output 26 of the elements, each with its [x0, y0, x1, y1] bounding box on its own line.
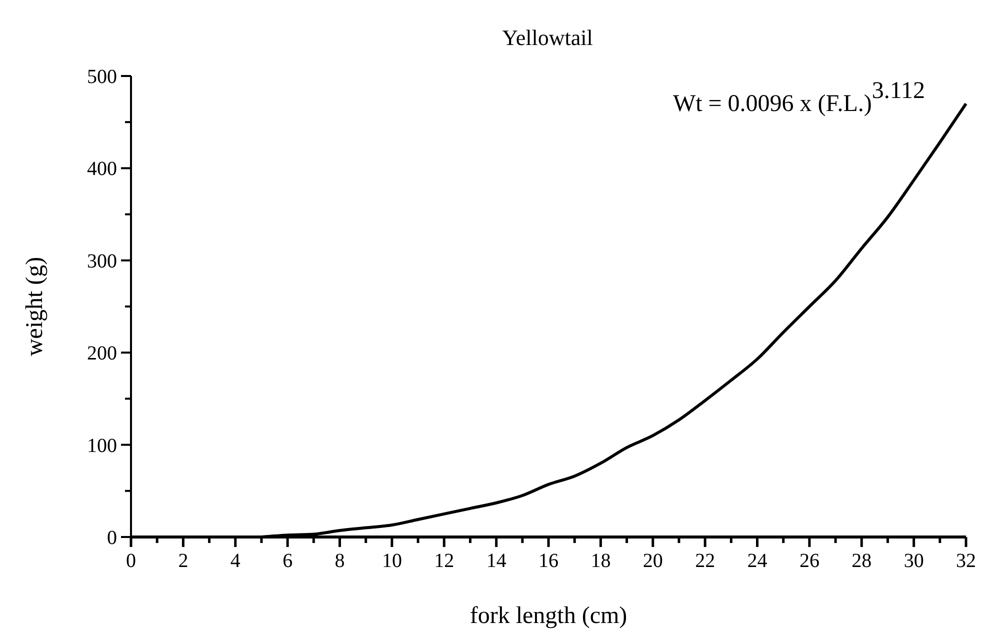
x-tick-label: 4	[230, 550, 240, 572]
x-tick-label: 2	[178, 550, 188, 572]
x-tick-label: 6	[282, 550, 293, 572]
y-tick-label: 100	[87, 434, 117, 457]
x-tick-label: 32	[956, 550, 976, 572]
x-tick-label: 30	[904, 550, 924, 572]
x-tick-label: 22	[695, 550, 716, 572]
x-tick-label: 28	[852, 550, 872, 572]
x-tick-label: 20	[642, 550, 663, 572]
x-tick-label: 14	[486, 550, 506, 572]
y-tick-label: 400	[87, 158, 117, 180]
x-tick-label: 8	[334, 550, 345, 572]
y-tick-label: 0	[107, 527, 117, 549]
x-tick-label: 0	[126, 550, 136, 572]
x-tick-label: 12	[434, 550, 454, 572]
x-tick-label: 18	[590, 550, 611, 572]
y-tick-label: 200	[87, 342, 117, 365]
x-axis-title: fork length (cm)	[470, 603, 628, 629]
chart-title: Yellowtail	[502, 25, 593, 50]
y-axis-title: weight (g)	[22, 256, 48, 356]
x-tick-label: 26	[799, 550, 820, 572]
y-tick-label: 300	[87, 250, 117, 272]
x-tick-label: 16	[538, 550, 558, 572]
x-tick-label: 24	[747, 550, 768, 572]
y-tick-label: 500	[87, 66, 117, 88]
x-tick-label: 10	[382, 550, 402, 572]
